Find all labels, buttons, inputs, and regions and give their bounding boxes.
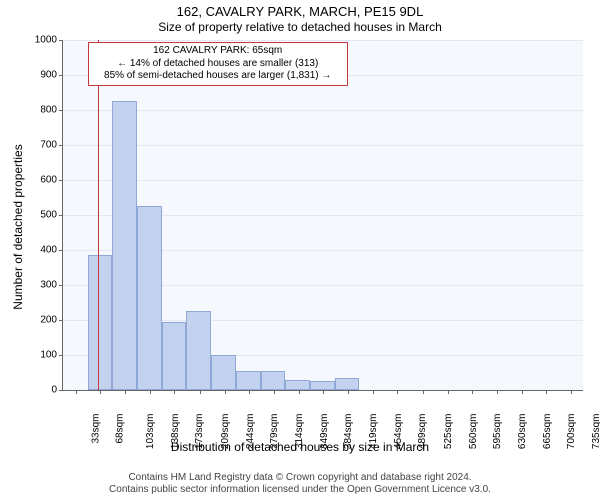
gridline bbox=[63, 110, 583, 111]
gridline bbox=[63, 180, 583, 181]
xtick-mark bbox=[150, 390, 151, 394]
ytick-label: 0 bbox=[51, 385, 63, 396]
histogram-bar bbox=[285, 380, 310, 391]
xtick-mark bbox=[200, 390, 201, 394]
xtick-mark bbox=[522, 390, 523, 394]
footer-line-2: Contains public sector information licen… bbox=[0, 484, 600, 496]
annotation-line: 162 CAVALRY PARK: 65sqm bbox=[93, 45, 343, 58]
footer-attribution: Contains HM Land Registry data © Crown c… bbox=[0, 472, 600, 496]
ytick-label: 500 bbox=[40, 210, 63, 221]
xtick-mark bbox=[249, 390, 250, 394]
xtick-mark bbox=[225, 390, 226, 394]
gridline bbox=[63, 40, 583, 41]
gridline bbox=[63, 145, 583, 146]
ytick-label: 200 bbox=[40, 315, 63, 326]
annotation-line: 85% of semi-detached houses are larger (… bbox=[93, 70, 343, 83]
xtick-label: 33sqm bbox=[90, 414, 101, 444]
xtick-mark bbox=[76, 390, 77, 394]
histogram-bar bbox=[162, 322, 187, 390]
xtick-mark bbox=[571, 390, 572, 394]
histogram-bar bbox=[137, 206, 162, 390]
ytick-label: 900 bbox=[40, 70, 63, 81]
xtick-mark bbox=[348, 390, 349, 394]
xtick-mark bbox=[274, 390, 275, 394]
ytick-label: 400 bbox=[40, 245, 63, 256]
chart-title: 162, CAVALRY PARK, MARCH, PE15 9DL bbox=[0, 4, 600, 21]
histogram-bar bbox=[112, 101, 137, 390]
xtick-mark bbox=[497, 390, 498, 394]
plot-area: 0100200300400500600700800900100033sqm68s… bbox=[62, 40, 583, 391]
xtick-mark bbox=[299, 390, 300, 394]
xtick-mark bbox=[448, 390, 449, 394]
xtick-mark bbox=[373, 390, 374, 394]
histogram-bar bbox=[88, 255, 113, 390]
xtick-mark bbox=[174, 390, 175, 394]
ytick-label: 1000 bbox=[35, 35, 63, 46]
ytick-label: 700 bbox=[40, 140, 63, 151]
xtick-mark bbox=[397, 390, 398, 394]
ytick-label: 600 bbox=[40, 175, 63, 186]
xtick-mark bbox=[125, 390, 126, 394]
chart-container: 162, CAVALRY PARK, MARCH, PE15 9DL Size … bbox=[0, 0, 600, 500]
ytick-label: 100 bbox=[40, 350, 63, 361]
xtick-mark bbox=[423, 390, 424, 394]
histogram-bar bbox=[310, 381, 335, 390]
histogram-bar bbox=[335, 378, 360, 390]
annotation-box: 162 CAVALRY PARK: 65sqm← 14% of detached… bbox=[88, 42, 348, 86]
xtick-mark bbox=[323, 390, 324, 394]
xtick-mark bbox=[100, 390, 101, 394]
histogram-bar bbox=[261, 371, 286, 390]
footer-line-1: Contains HM Land Registry data © Crown c… bbox=[0, 472, 600, 484]
histogram-bar bbox=[186, 311, 211, 390]
xtick-label: 68sqm bbox=[115, 414, 126, 444]
xtick-mark bbox=[546, 390, 547, 394]
y-axis-label: Number of detached properties bbox=[11, 127, 25, 327]
chart-subtitle: Size of property relative to detached ho… bbox=[0, 20, 600, 36]
x-axis-label: Distribution of detached houses by size … bbox=[0, 440, 600, 454]
reference-line bbox=[98, 40, 99, 390]
histogram-bar bbox=[236, 371, 261, 390]
ytick-label: 300 bbox=[40, 280, 63, 291]
annotation-line: ← 14% of detached houses are smaller (31… bbox=[93, 58, 343, 71]
ytick-label: 800 bbox=[40, 105, 63, 116]
xtick-mark bbox=[472, 390, 473, 394]
histogram-bar bbox=[211, 355, 236, 390]
